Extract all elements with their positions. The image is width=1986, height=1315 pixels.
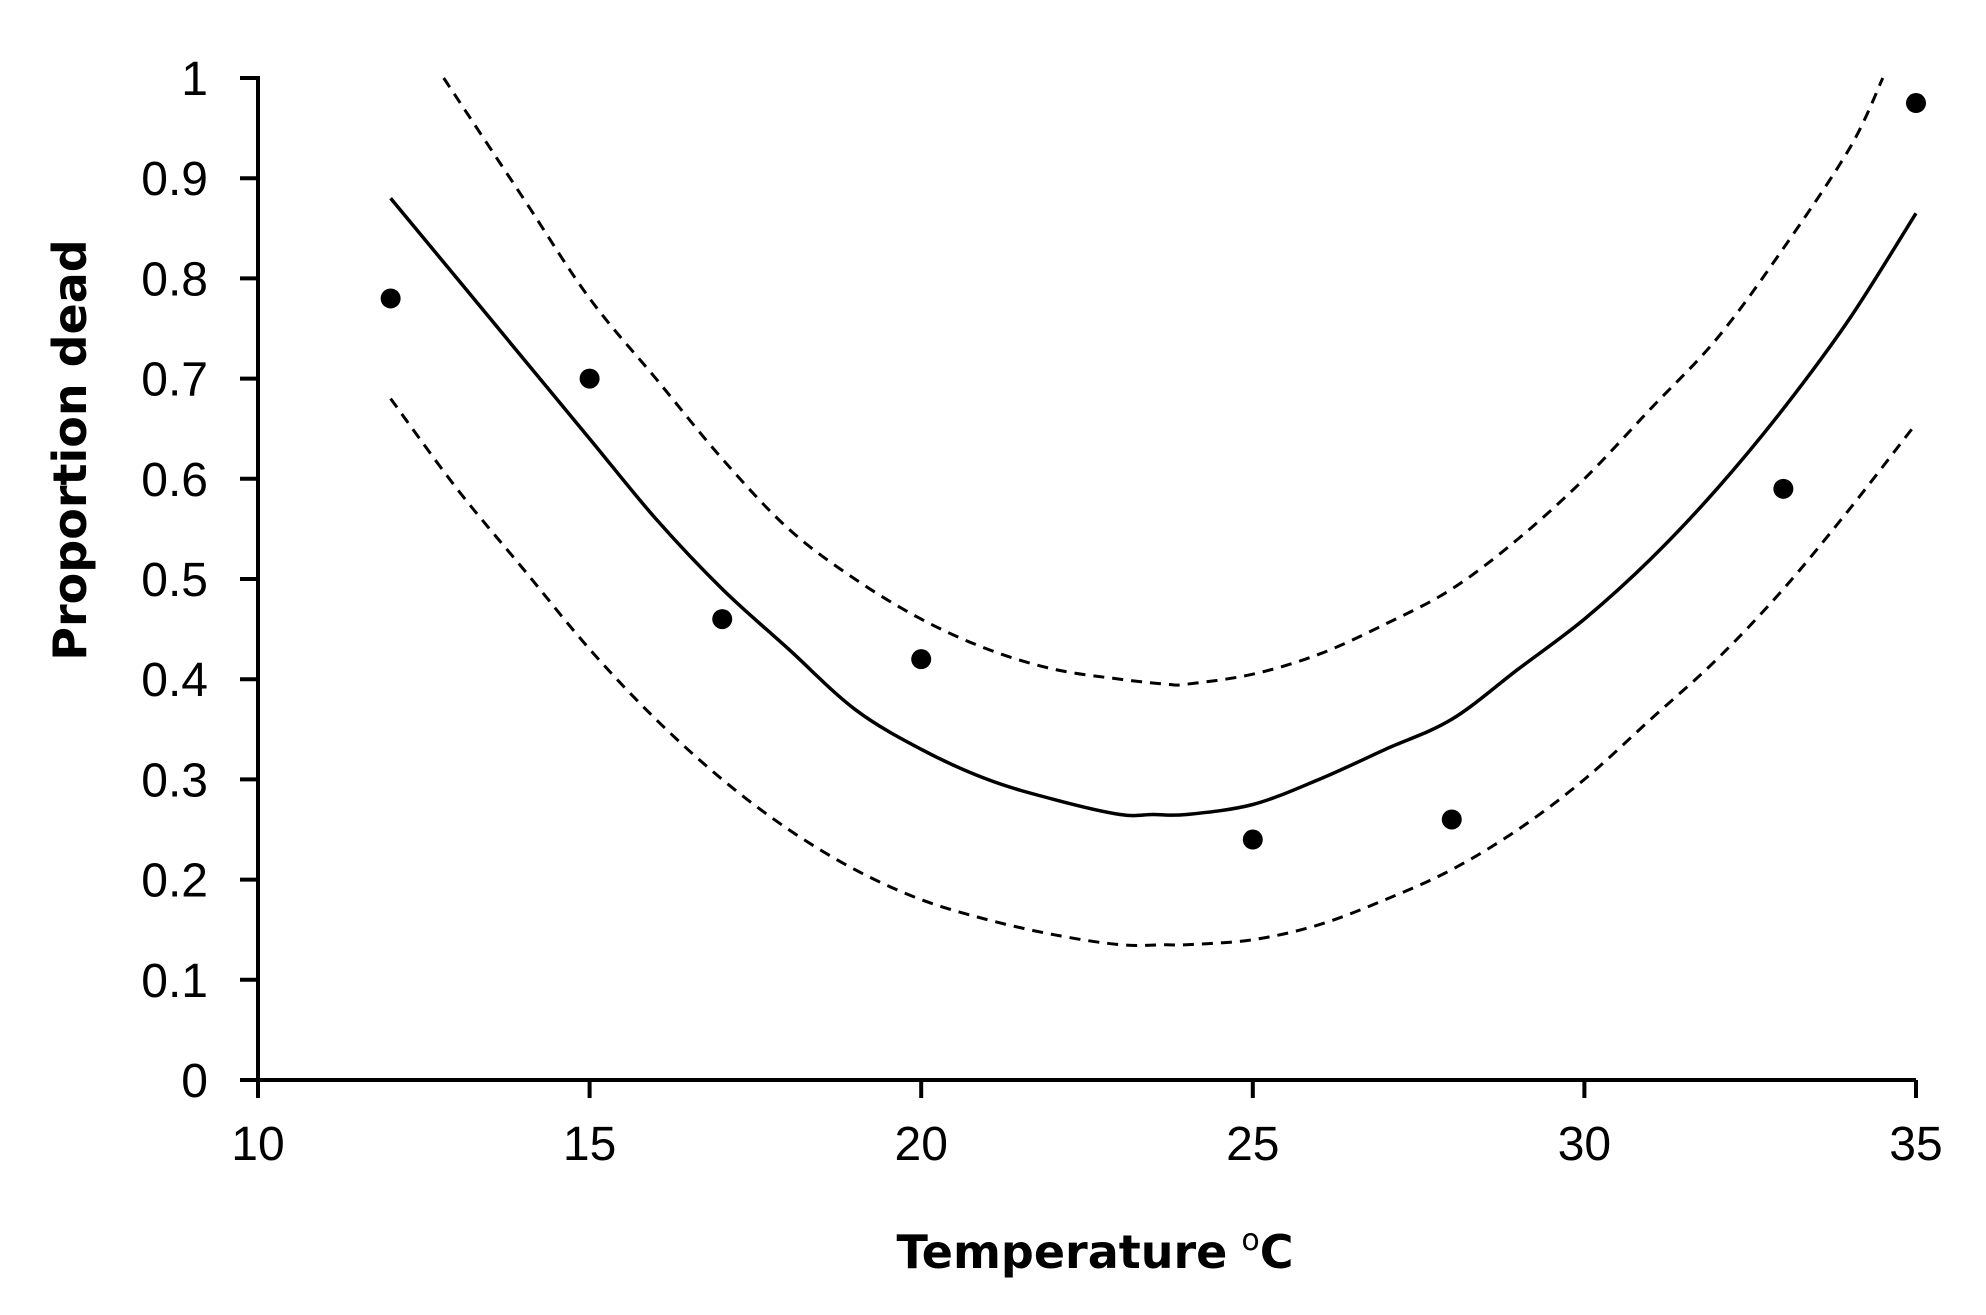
x-tick-label: 10 — [231, 1118, 284, 1171]
data-point — [1441, 809, 1462, 830]
y-tick-label: 0.7 — [141, 354, 208, 407]
x-axis-title-text: Temperature — [897, 1225, 1228, 1279]
data-point — [911, 649, 932, 670]
axis-ticks: 0 0.1 0.2 0.3 0.4 0.5 0.6 0.7 0.8 0.9 1 10 15 20 25 30 3… — [141, 53, 1942, 1171]
x-tick-label: 15 — [563, 1118, 616, 1171]
fitted-curve-line — [389, 197, 1918, 818]
y-tick-label: 0.3 — [141, 754, 208, 807]
data-point — [1773, 478, 1794, 499]
data-point — [380, 288, 401, 309]
y-tick-label: 0.2 — [141, 855, 208, 908]
data-point — [579, 368, 600, 389]
x-tick-label: 20 — [895, 1118, 948, 1171]
y-tick-label: 1 — [181, 53, 208, 106]
data-point — [1906, 93, 1926, 114]
x-tick-label: 25 — [1226, 1118, 1279, 1171]
y-tick-label: 0.5 — [141, 554, 208, 607]
x-axis-title: Temperature oC — [897, 1223, 1294, 1279]
x-tick-label: 30 — [1558, 1118, 1611, 1171]
y-tick-label: 0.1 — [141, 955, 208, 1008]
y-axis-title: Proportion dead — [43, 239, 97, 660]
data-point — [1242, 829, 1263, 850]
y-tick-label: 0.9 — [141, 153, 208, 206]
upper-confidence-line — [442, 77, 1885, 687]
series — [389, 77, 1918, 947]
x-axis-title-superscript: o — [1241, 1223, 1259, 1258]
y-tick-label: 0.8 — [141, 253, 208, 306]
data-points — [380, 93, 1926, 850]
y-tick-label: 0 — [181, 1055, 208, 1108]
y-tick-label: 0.6 — [141, 454, 208, 507]
data-point — [712, 609, 733, 630]
axes — [256, 76, 1916, 1082]
x-tick-label: 35 — [1889, 1118, 1942, 1171]
x-axis-title-unit: C — [1260, 1225, 1294, 1279]
lower-confidence-line — [389, 397, 1918, 947]
y-tick-label: 0.4 — [141, 654, 208, 707]
